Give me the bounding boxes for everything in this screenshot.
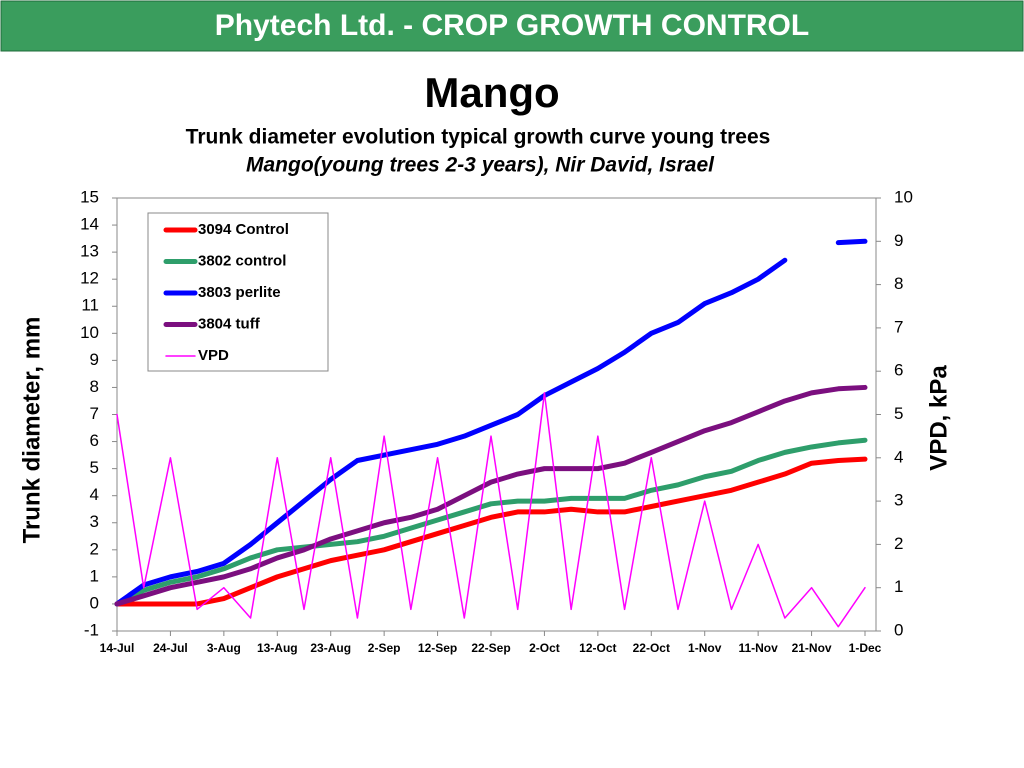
- series-line: [114, 384, 868, 607]
- series-line: [114, 257, 788, 607]
- x-tick-label: 14-Jul: [100, 641, 135, 655]
- y-tick-label: 14: [80, 215, 99, 234]
- y-tick-label: 3: [90, 512, 99, 531]
- chart-subtitle: Trunk diameter evolution typical growth …: [186, 126, 771, 149]
- y-tick-label: 9: [90, 350, 99, 369]
- x-tick-label: 12-Sep: [418, 641, 457, 655]
- header-title: Phytech Ltd. - CROP GROWTH CONTROL: [215, 9, 809, 42]
- legend-label: 3803 perlite: [198, 284, 281, 301]
- y2-tick-label: 8: [894, 274, 903, 293]
- x-tick-label: 2-Oct: [529, 641, 560, 655]
- series-line: [114, 456, 868, 607]
- x-tick-label: 21-Nov: [792, 641, 832, 655]
- x-tick-label: 1-Nov: [688, 641, 722, 655]
- y-tick-label: 11: [81, 296, 99, 315]
- legend-label: 3094 Control: [198, 221, 289, 238]
- chart-title: Mango: [424, 69, 559, 116]
- x-tick-label: 11-Nov: [738, 641, 778, 655]
- y-tick-label: 15: [80, 187, 99, 206]
- x-tick-label: 3-Aug: [207, 641, 241, 655]
- y2-tick-label: 2: [894, 534, 903, 553]
- y2-tick-label: 5: [894, 404, 903, 423]
- x-tick-label: 22-Oct: [633, 641, 670, 655]
- y-tick-label: 13: [80, 242, 99, 261]
- legend-label: VPD: [198, 347, 229, 364]
- series-line: [114, 437, 868, 607]
- series-line: [835, 238, 868, 246]
- y2-tick-label: 10: [894, 187, 913, 206]
- series-line: [116, 392, 866, 628]
- y-tick-label: 10: [80, 323, 99, 342]
- y-tick-label: 4: [90, 485, 99, 504]
- x-tick-label: 22-Sep: [471, 641, 510, 655]
- y2-tick-label: 3: [894, 491, 903, 510]
- y-tick-label: 12: [80, 269, 99, 288]
- y-tick-label: 5: [90, 458, 99, 477]
- chart-subtitle: Mango(young trees 2-3 years), Nir David,…: [246, 154, 715, 177]
- x-tick-label: 23-Aug: [310, 641, 351, 655]
- y-tick-label: 2: [90, 539, 99, 558]
- y2-tick-label: 0: [894, 620, 903, 639]
- y-tick-label: 8: [90, 377, 99, 396]
- y2-axis-label: VPD, kPa: [925, 365, 952, 471]
- x-tick-label: 2-Sep: [368, 641, 401, 655]
- x-tick-label: 13-Aug: [257, 641, 298, 655]
- y-tick-label: -1: [84, 620, 99, 639]
- y2-tick-label: 1: [894, 577, 903, 596]
- y-tick-label: 6: [90, 431, 99, 450]
- y-tick-label: 7: [90, 404, 99, 423]
- header-banner: [0, 0, 1024, 52]
- legend-label: 3804 tuff: [198, 315, 261, 332]
- y-tick-label: 1: [90, 566, 99, 585]
- legend-label: 3802 control: [198, 252, 286, 269]
- y-tick-label: 0: [90, 593, 99, 612]
- y-axis-label: Trunk diameter, mm: [18, 317, 45, 544]
- y2-tick-label: 7: [894, 317, 903, 336]
- y2-tick-label: 9: [894, 231, 903, 250]
- y2-tick-label: 6: [894, 361, 903, 380]
- y2-tick-label: 4: [894, 447, 903, 466]
- x-tick-label: 24-Jul: [153, 641, 188, 655]
- x-tick-label: 12-Oct: [579, 641, 616, 655]
- x-tick-label: 1-Dec: [849, 641, 882, 655]
